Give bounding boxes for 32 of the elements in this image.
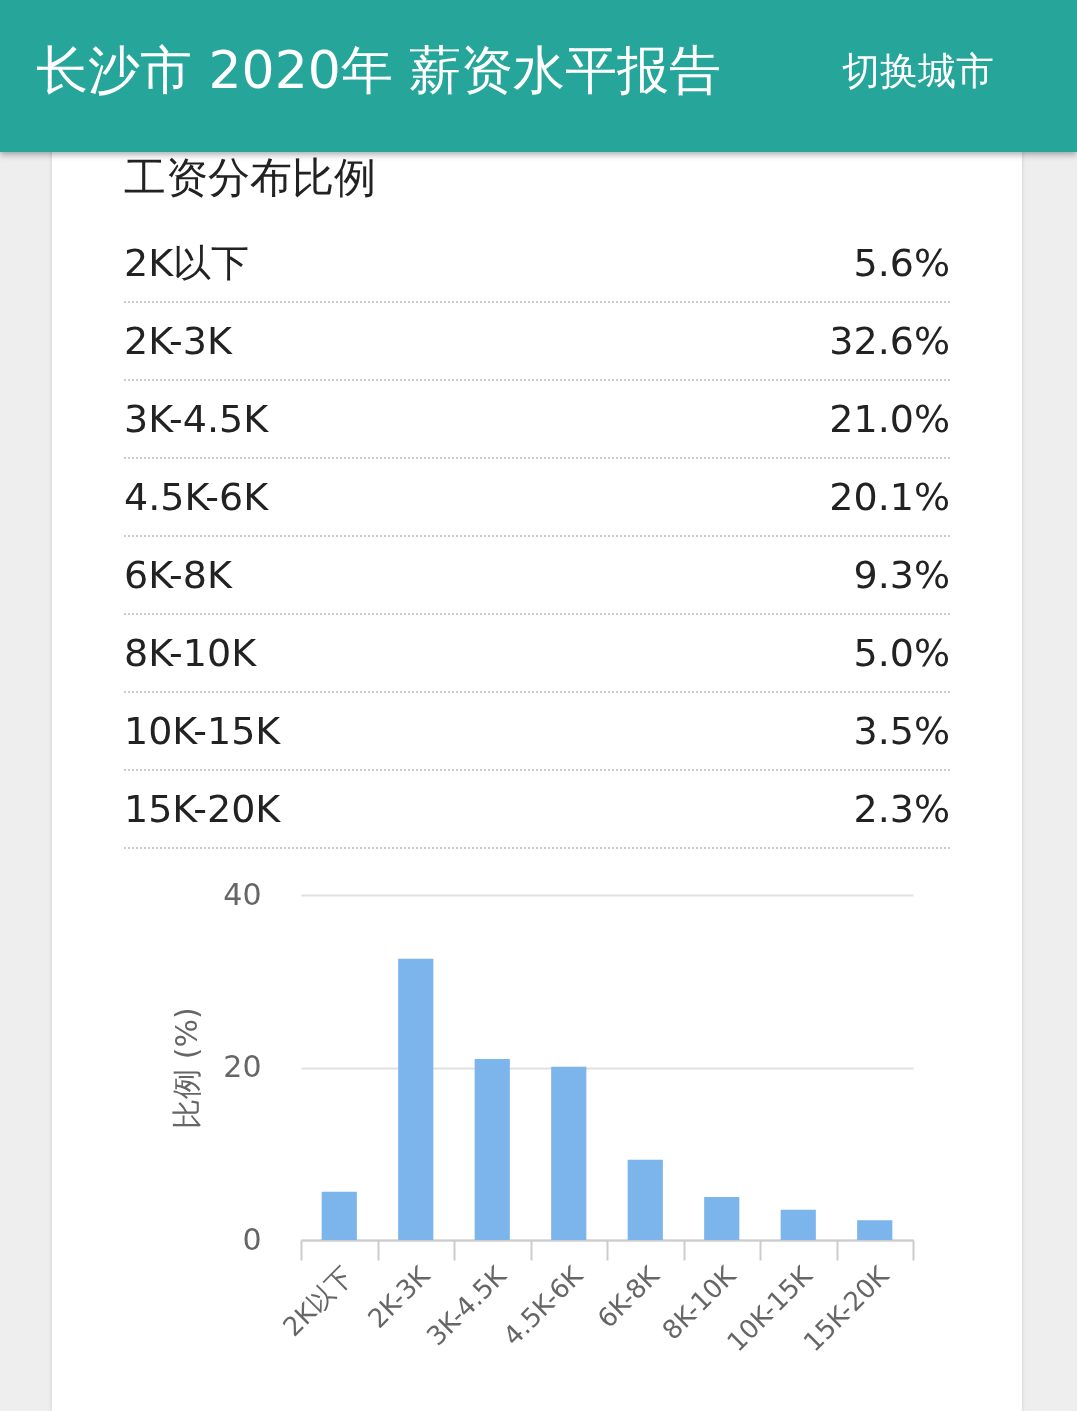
y-axis-title: 比例 (%) <box>169 1007 205 1129</box>
text: 5.0% <box>853 631 950 675</box>
text: 2.3% <box>853 787 950 831</box>
bar <box>398 958 434 1240</box>
x-tick-label: 2K以下 <box>277 1260 359 1343</box>
bar <box>780 1209 816 1240</box>
text: 9.3% <box>853 553 950 597</box>
text: 4.5K-6K <box>124 475 269 519</box>
y-tick-label: 0 <box>242 1221 262 1257</box>
text: 2K-3K <box>124 319 232 363</box>
bar <box>857 1220 893 1240</box>
y-tick-label: 40 <box>223 876 262 912</box>
text: 15K-20K <box>124 787 281 831</box>
text: 工资分布比例 <box>124 152 376 204</box>
text: 3K-4.5K <box>124 397 269 441</box>
text: 21.0% <box>829 397 950 441</box>
bar <box>704 1196 740 1240</box>
text: 切换城市 <box>842 48 994 95</box>
text: 长沙市 2020年 薪资水平报告 <box>36 39 722 102</box>
text: 6K-8K <box>124 553 232 597</box>
bar <box>321 1191 357 1240</box>
text: 3.5% <box>853 709 950 753</box>
text: 5.6% <box>853 241 950 285</box>
text: 20.1% <box>829 475 950 519</box>
text: 32.6% <box>829 319 950 363</box>
bar <box>474 1058 510 1240</box>
bar <box>627 1159 663 1240</box>
text: 8K-10K <box>124 631 257 675</box>
text: 10K-15K <box>124 709 281 753</box>
bar <box>551 1066 587 1240</box>
text: 2K以下 <box>124 239 250 287</box>
y-tick-label: 20 <box>223 1049 262 1084</box>
